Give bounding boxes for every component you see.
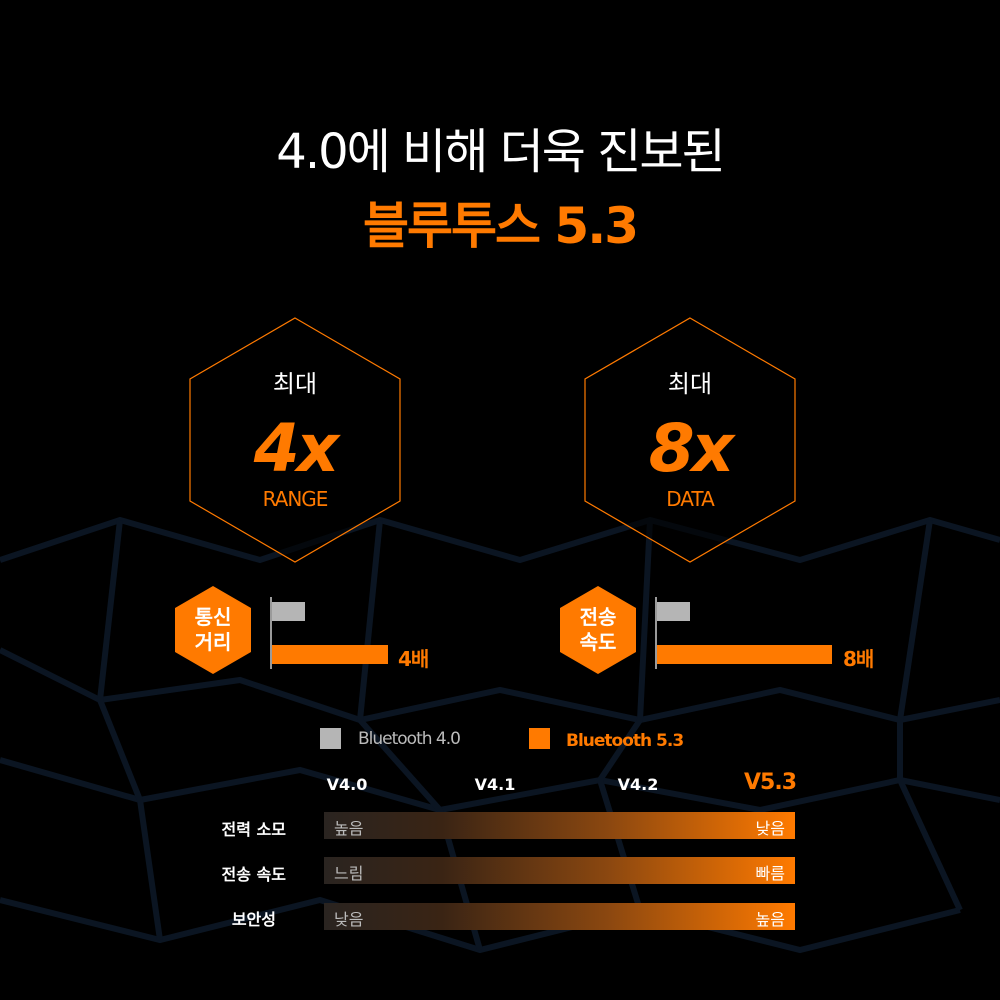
range-label: RANGE — [262, 487, 329, 511]
low-end-label: 낮음 — [334, 910, 364, 929]
version-label: V4.1 — [474, 775, 516, 794]
legend-label: Bluetooth 4.0 — [358, 729, 461, 749]
legend-swatch-orange — [529, 728, 550, 749]
multiplier-label: 8배 — [843, 647, 874, 671]
row-label: 전송 속도 — [221, 865, 286, 884]
high-end-label: 빠름 — [755, 864, 785, 883]
headline-highlight: 블루투스 5.3 — [363, 197, 639, 255]
speed-badge: 전송 속도 — [560, 586, 636, 674]
high-end-label: 높음 — [755, 910, 785, 929]
gradient-bar: 높음 낮음 — [324, 812, 795, 839]
data-label: DATA — [666, 487, 715, 511]
hexagon-caption: 최대 — [272, 370, 318, 398]
bar-bluetooth-5-3 — [657, 645, 832, 664]
range-badge: 통신 거리 — [175, 586, 251, 674]
range-multiplier: 4x — [253, 410, 340, 487]
gradient-bar: 느림 빠름 — [324, 857, 795, 884]
bar-bluetooth-5-3 — [272, 645, 388, 664]
high-end-label: 낮음 — [755, 819, 785, 838]
data-multiplier: 8x — [648, 410, 735, 487]
row-label: 전력 소모 — [221, 820, 286, 839]
version-label: V4.2 — [617, 775, 659, 794]
bar-bluetooth-4-0 — [657, 602, 690, 621]
hexagon-outline — [189, 317, 401, 563]
headline: 4.0에 비해 더욱 진보된 — [276, 124, 725, 180]
low-end-label: 높음 — [334, 819, 364, 838]
bar-bluetooth-4-0 — [272, 602, 305, 621]
row-label: 보안성 — [231, 910, 276, 929]
bar-axis — [270, 597, 272, 669]
version-label-current: V5.3 — [744, 770, 797, 795]
hexagon-caption: 최대 — [667, 370, 713, 398]
hexagon-outline — [584, 317, 796, 563]
legend-swatch-gray — [320, 728, 341, 749]
legend-label: Bluetooth 5.3 — [566, 731, 684, 751]
version-label: V4.0 — [326, 775, 368, 794]
low-end-label: 느림 — [334, 864, 364, 883]
multiplier-label: 4배 — [398, 647, 429, 671]
gradient-bar: 낮음 높음 — [324, 903, 795, 930]
bar-axis — [655, 597, 657, 669]
